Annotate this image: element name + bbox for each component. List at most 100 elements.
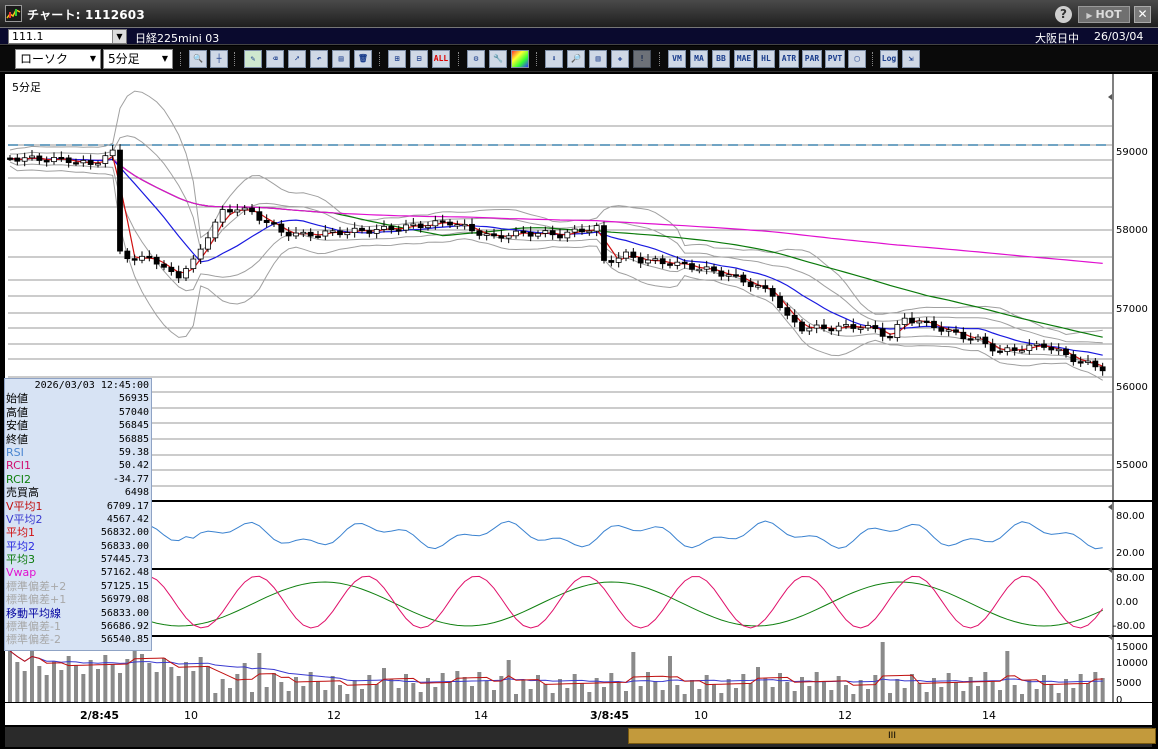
volume-bar bbox=[1086, 683, 1090, 702]
undo-icon[interactable]: ↶ bbox=[310, 50, 328, 68]
chevron-down-icon[interactable]: ▼ bbox=[112, 30, 126, 43]
pvt-button[interactable]: PVT bbox=[825, 50, 845, 68]
chart-area[interactable] bbox=[5, 74, 1114, 703]
volume-bar bbox=[968, 677, 973, 702]
volume-bar bbox=[704, 675, 709, 702]
symbol-code-input[interactable]: 111.1 ▼ bbox=[8, 29, 127, 44]
warning-icon[interactable]: ! bbox=[633, 50, 651, 68]
volume-bar bbox=[682, 694, 687, 702]
hot-button[interactable]: ▶ HOT bbox=[1078, 6, 1130, 23]
scroll-thumb[interactable]: III bbox=[628, 728, 1156, 744]
grid2-icon[interactable]: ⊟ bbox=[410, 50, 428, 68]
toolbar: ローソク ▼ 5分足 ▼ 🔍 ┼ ✎ ⌫ ➚ ↶ ▤ 🗑 ⊞ ⊟ ALL ⚙ 🔧… bbox=[0, 46, 1158, 72]
note-icon[interactable]: ▤ bbox=[332, 50, 350, 68]
candle-body bbox=[923, 320, 930, 323]
candle-body bbox=[960, 331, 967, 340]
chart-type-select[interactable]: ローソク ▼ bbox=[15, 49, 101, 69]
volume-bar bbox=[1078, 674, 1083, 702]
chart-canvas[interactable] bbox=[0, 74, 1158, 749]
ma2-line bbox=[9, 157, 1103, 356]
candle-body bbox=[131, 258, 138, 261]
all-button[interactable]: ALL bbox=[432, 50, 450, 68]
candle-body bbox=[520, 230, 527, 234]
hl-button[interactable]: HL bbox=[757, 50, 775, 68]
grid-icon[interactable]: ⊞ bbox=[388, 50, 406, 68]
ma-button[interactable]: MA bbox=[690, 50, 708, 68]
volume-bar bbox=[118, 673, 122, 702]
atr-button[interactable]: ATR bbox=[779, 50, 799, 68]
candle-body bbox=[300, 231, 307, 235]
chart-scrollbar[interactable]: III bbox=[5, 727, 1156, 747]
crosshair-icon[interactable]: ┼ bbox=[210, 50, 228, 68]
candle-body bbox=[505, 235, 512, 239]
export-icon[interactable]: ⇲ bbox=[902, 50, 920, 68]
volume-bar bbox=[37, 666, 42, 702]
candle-body bbox=[1011, 347, 1018, 351]
cursor-icon[interactable]: ➚ bbox=[288, 50, 306, 68]
data-window-key: 平均3 bbox=[6, 553, 35, 567]
data-window-key: 終値 bbox=[6, 432, 28, 446]
rci-tick: 0.00 bbox=[1116, 597, 1139, 608]
volume-bar bbox=[902, 688, 907, 702]
eraser-icon[interactable]: ⌫ bbox=[266, 50, 284, 68]
color-icon[interactable] bbox=[511, 50, 529, 68]
data-window-row: 平均2 56833.00 bbox=[5, 540, 151, 553]
ma3-line bbox=[9, 157, 1103, 338]
zoom-icon[interactable]: 🔍 bbox=[189, 50, 207, 68]
candle-body bbox=[447, 221, 453, 226]
price-tick: 57000 bbox=[1116, 304, 1148, 315]
band-lower-line bbox=[9, 161, 1103, 369]
chart-icon[interactable]: ▥ bbox=[589, 50, 607, 68]
candle-body bbox=[887, 335, 893, 339]
par-button[interactable]: PAR bbox=[802, 50, 822, 68]
compare-icon[interactable]: ✚ bbox=[611, 50, 629, 68]
pen-icon[interactable]: ✎ bbox=[244, 50, 262, 68]
candle-body bbox=[703, 266, 710, 270]
download-icon[interactable]: ⬇ bbox=[545, 50, 563, 68]
close-button[interactable]: ✕ bbox=[1134, 6, 1151, 23]
wrench-icon[interactable]: 🔧 bbox=[489, 50, 507, 68]
volume-bar bbox=[734, 688, 738, 702]
candle-body bbox=[879, 328, 886, 337]
search-icon[interactable]: 🔎 bbox=[567, 50, 585, 68]
chart-timeframe-label: 5分足 bbox=[12, 81, 41, 94]
candle-body bbox=[175, 271, 182, 279]
rci2-line bbox=[9, 581, 1103, 627]
volume-bar bbox=[836, 676, 841, 702]
vma-button[interactable]: VM bbox=[668, 50, 686, 68]
rsi-panel bbox=[9, 513, 1103, 550]
tools-icon[interactable]: ⚙ bbox=[467, 50, 485, 68]
bb-button[interactable]: BB bbox=[712, 50, 730, 68]
mae-button[interactable]: MAE bbox=[734, 50, 754, 68]
volume-bar bbox=[484, 681, 489, 702]
timeframe-select[interactable]: 5分足 ▼ bbox=[103, 49, 173, 69]
candle-body bbox=[579, 228, 585, 233]
candle-body bbox=[601, 225, 607, 261]
candle-body bbox=[373, 229, 380, 234]
trash-icon[interactable]: 🗑 bbox=[354, 50, 372, 68]
chevron-down-icon[interactable]: ▼ bbox=[161, 54, 169, 63]
candle-body bbox=[234, 209, 241, 213]
candle-body bbox=[1041, 343, 1047, 348]
log-button[interactable]: Log bbox=[880, 50, 898, 68]
volume-bar bbox=[462, 677, 467, 702]
candle-body bbox=[659, 258, 666, 265]
volume-bar bbox=[712, 684, 716, 702]
moving-averages bbox=[9, 155, 1103, 367]
candle-body bbox=[828, 328, 835, 332]
data-window-row: RCI2 -34.77 bbox=[5, 473, 151, 486]
data-window-row: 終値 56885 bbox=[5, 433, 151, 446]
data-window-key: 高値 bbox=[6, 405, 28, 419]
volume-bar bbox=[536, 675, 540, 702]
volume-bar bbox=[954, 682, 958, 702]
candle-body bbox=[183, 268, 189, 279]
candle-body bbox=[95, 163, 101, 166]
data-window-value: 56833.00 bbox=[100, 540, 149, 552]
time-label: 12 bbox=[327, 709, 341, 722]
chevron-down-icon[interactable]: ▼ bbox=[89, 54, 97, 63]
help-button[interactable]: ? bbox=[1055, 6, 1072, 23]
box-icon[interactable]: ▢ bbox=[848, 50, 866, 68]
volume-bar bbox=[492, 690, 496, 702]
volume-bar bbox=[1093, 672, 1098, 702]
band-lower-line bbox=[9, 165, 1103, 381]
